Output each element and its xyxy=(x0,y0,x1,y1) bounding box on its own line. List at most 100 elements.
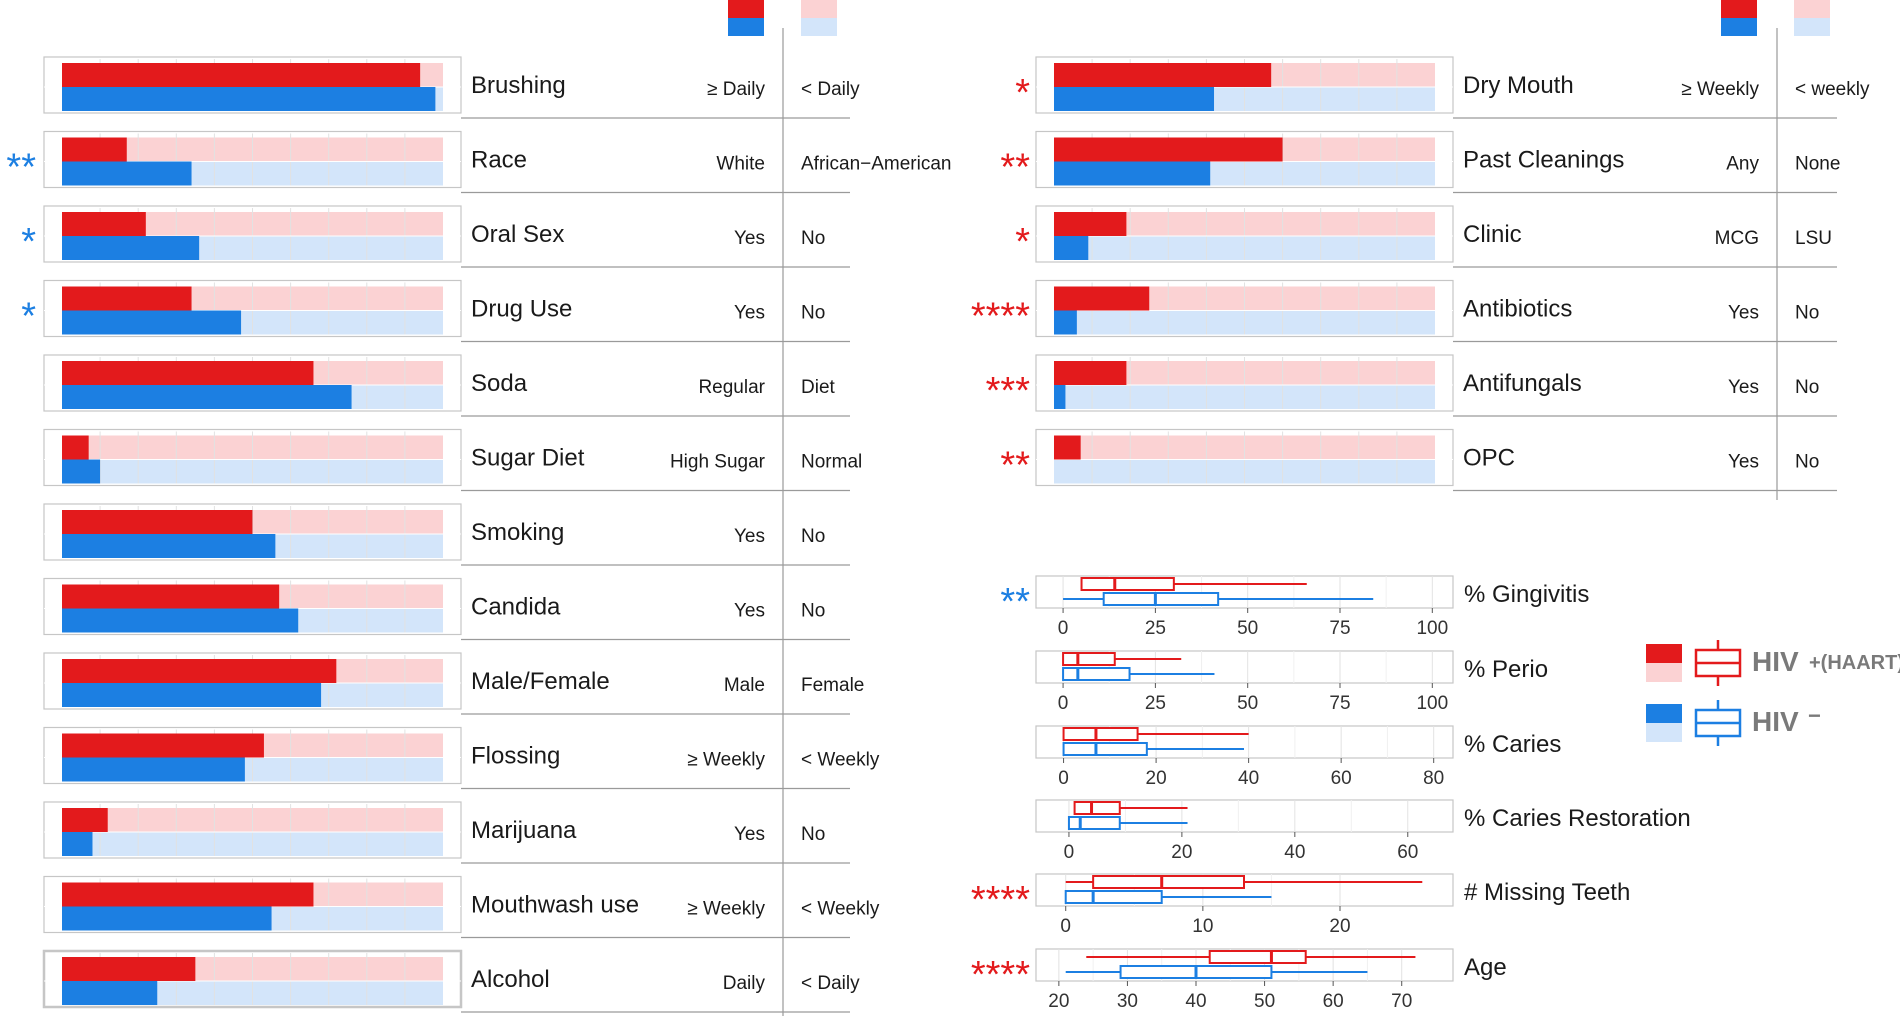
tick-label: 50 xyxy=(1237,618,1258,639)
legend xyxy=(1646,640,1742,746)
swatch-hiv-pos-dark xyxy=(1721,0,1757,18)
swatch-hiv-pos-light xyxy=(801,0,837,18)
bar-hiv-neg xyxy=(62,906,272,931)
box-row--gingivitis xyxy=(1035,575,1454,613)
significance-stars: ** xyxy=(1000,147,1030,189)
box-iqr-hiv-pos xyxy=(1062,727,1139,741)
bar-hiv-neg xyxy=(62,236,200,260)
significance-stars: * xyxy=(1015,221,1030,263)
bar-hiv-pos xyxy=(1054,435,1081,460)
bar-hiv-pos xyxy=(62,63,421,87)
significance-stars: *** xyxy=(986,370,1031,412)
level-a-label: Any xyxy=(1726,154,1759,175)
bar-row-marijuana xyxy=(43,801,850,864)
legend-swatch-hiv-pos-light xyxy=(1646,663,1682,682)
bar-row-antibiotics xyxy=(1035,279,1837,343)
bar-hiv-neg xyxy=(62,459,101,484)
swatch-hiv-neg-dark xyxy=(1721,18,1757,36)
variable-label: Male/Female xyxy=(471,668,610,695)
variable-label: Soda xyxy=(471,370,528,397)
bar-hiv-pos xyxy=(1054,286,1150,311)
bar-hiv-pos xyxy=(62,882,314,907)
box-iqr-hiv-pos xyxy=(1080,577,1175,591)
level-a-label: Yes xyxy=(1728,377,1759,398)
level-a-label: White xyxy=(716,154,765,175)
tick-label: 40 xyxy=(1284,842,1305,863)
bar-hiv-pos xyxy=(62,808,108,832)
box-row-age xyxy=(1035,948,1454,986)
tick-label: 60 xyxy=(1323,991,1344,1012)
swatch-hiv-neg-light xyxy=(801,18,837,36)
tick-label: 60 xyxy=(1331,768,1352,789)
tick-label: 20 xyxy=(1171,842,1192,863)
bar-row-oral-sex xyxy=(43,205,850,268)
level-b-label: < Daily xyxy=(801,973,860,994)
bar-hiv-neg xyxy=(1054,310,1077,335)
variable-label: Antifungals xyxy=(1463,370,1582,397)
box-iqr-hiv-neg xyxy=(1102,592,1220,606)
level-a-label: ≥ Weekly xyxy=(1681,79,1759,100)
bar-hiv-pos xyxy=(1054,361,1127,385)
tick-label: 25 xyxy=(1145,618,1166,639)
box-iqr-hiv-neg xyxy=(1062,742,1148,756)
level-a-label: ≥ Daily xyxy=(707,79,765,100)
level-a-label: Yes xyxy=(1728,452,1759,473)
bar-hiv-pos xyxy=(62,361,314,385)
bar-row-male-female xyxy=(43,652,850,715)
tick-label: 80 xyxy=(1423,768,1444,789)
legend-label-hiv-neg-sup: − xyxy=(1808,703,1821,728)
bar-hiv-pos xyxy=(62,212,146,236)
box-row--missing-teeth xyxy=(1035,873,1454,911)
tick-label: 50 xyxy=(1237,693,1258,714)
bar-hiv-pos xyxy=(62,733,264,758)
bar-row-mouthwash-use xyxy=(43,875,850,939)
tick-label: 20 xyxy=(1048,991,1069,1012)
box-iqr-hiv-pos xyxy=(1073,801,1121,815)
variable-label: Flossing xyxy=(471,743,560,770)
significance-stars: ** xyxy=(6,147,36,189)
tick-label: 0 xyxy=(1058,618,1069,639)
variable-label: OPC xyxy=(1463,445,1515,472)
significance-stars: * xyxy=(21,221,36,263)
bar-row-past-cleanings xyxy=(1035,130,1837,194)
level-b-label: Diet xyxy=(801,377,836,398)
bar-hiv-pos xyxy=(62,435,89,460)
variable-label: Oral Sex xyxy=(471,221,564,248)
tick-label: 10 xyxy=(1192,916,1213,937)
bar-row-flossing xyxy=(43,726,850,790)
bar-row-sugar-diet xyxy=(43,428,850,492)
tick-label: 75 xyxy=(1329,618,1350,639)
tick-label: 0 xyxy=(1058,693,1069,714)
level-b-label: African−American xyxy=(801,154,951,175)
bar-hiv-pos xyxy=(62,659,337,683)
variable-label: Sugar Diet xyxy=(471,445,585,472)
tick-label: 70 xyxy=(1391,991,1412,1012)
level-a-label: Yes xyxy=(734,601,765,622)
swatch-hiv-neg-dark xyxy=(728,18,764,36)
bar-hiv-pos xyxy=(1054,63,1272,87)
bar-row-soda xyxy=(43,354,850,417)
box-iqr-hiv-neg xyxy=(1067,816,1121,830)
bar-hiv-neg xyxy=(62,608,299,633)
tick-label: 40 xyxy=(1238,768,1259,789)
bar-hiv-pos xyxy=(62,510,253,534)
variable-label: Alcohol xyxy=(471,966,550,993)
level-a-label: Yes xyxy=(734,824,765,845)
box-iqr-hiv-pos xyxy=(1208,950,1307,964)
bar-hiv-pos xyxy=(62,584,280,609)
level-a-label: ≥ Weekly xyxy=(687,899,765,920)
tick-label: 60 xyxy=(1397,842,1418,863)
legend-label-hiv-neg: HIV xyxy=(1752,706,1799,737)
tick-label: 20 xyxy=(1146,768,1167,789)
variable-label: Past Cleanings xyxy=(1463,147,1624,174)
bar-hiv-pos xyxy=(1054,137,1283,162)
tick-label: 40 xyxy=(1185,991,1206,1012)
bar-hiv-neg xyxy=(62,87,436,111)
level-b-label: None xyxy=(1795,154,1840,175)
level-b-label: No xyxy=(801,228,825,249)
legend-swatch-hiv-neg-light xyxy=(1646,723,1682,742)
variable-label: Age xyxy=(1464,954,1507,981)
bar-hiv-neg xyxy=(62,310,242,335)
tick-label: 25 xyxy=(1145,693,1166,714)
